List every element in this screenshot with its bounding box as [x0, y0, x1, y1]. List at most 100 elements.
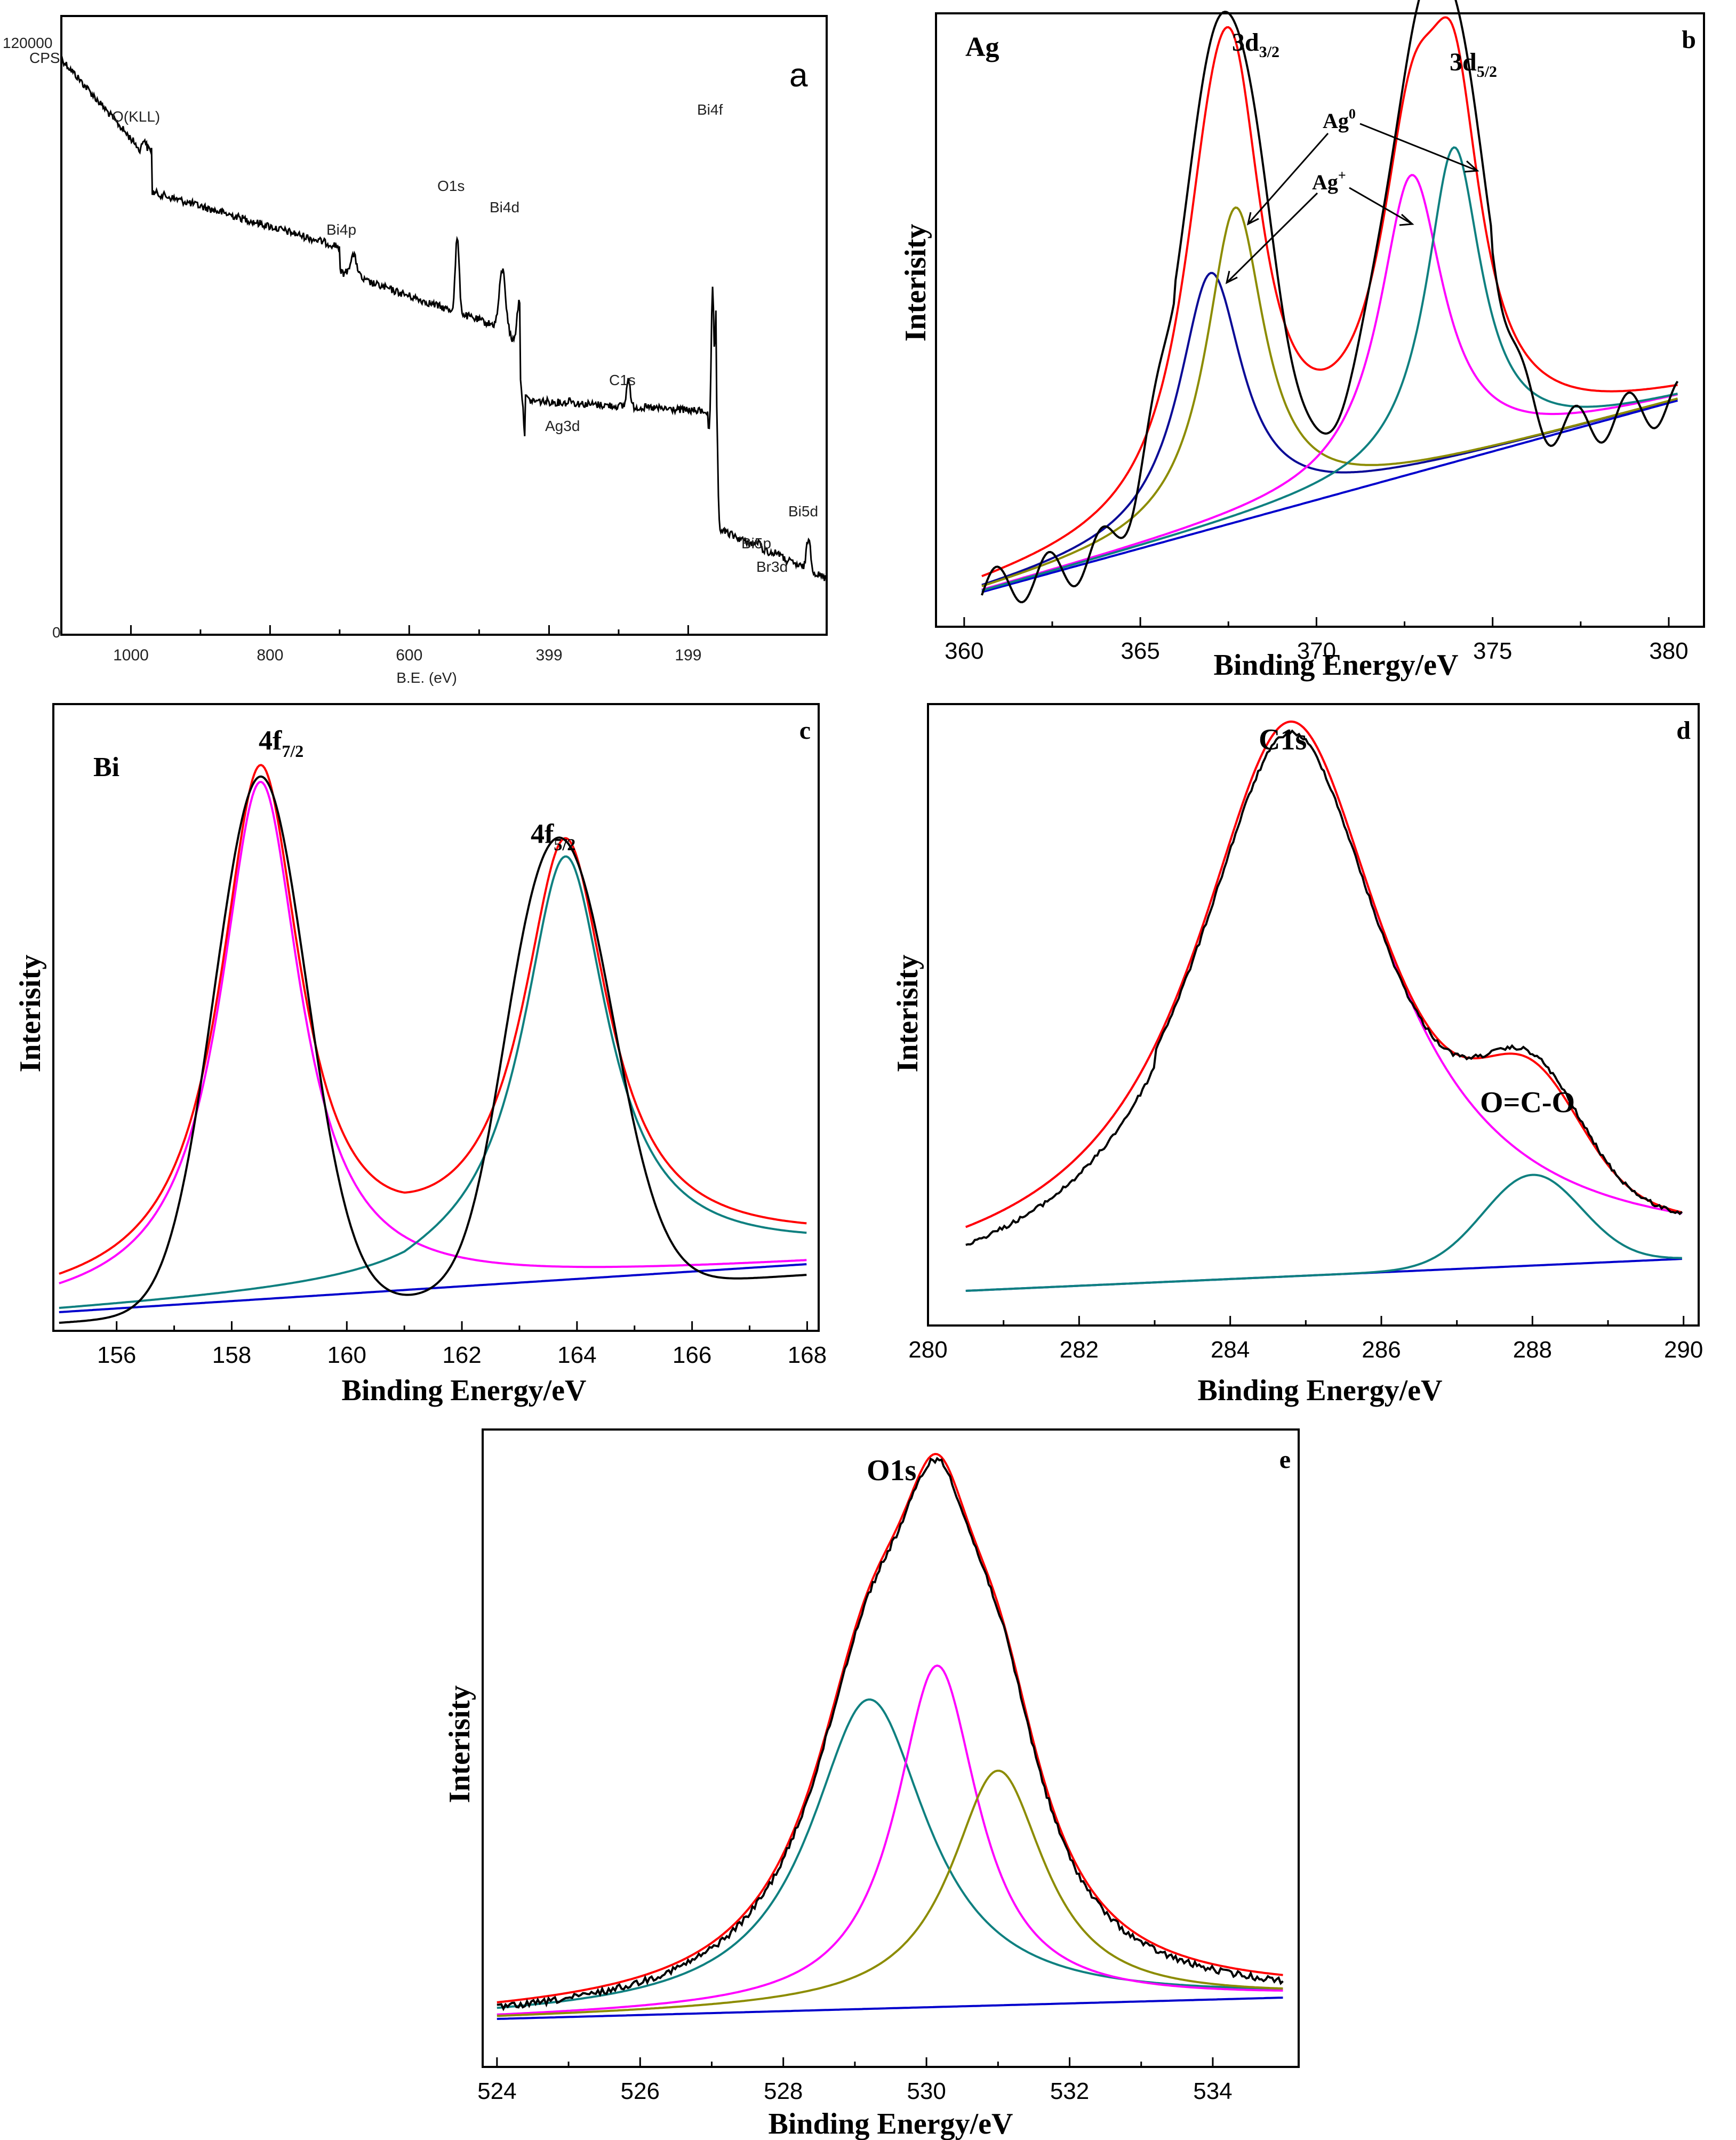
panel-b-x-tick-label: 365 [1121, 638, 1159, 664]
arrow-ag-plus-right [1349, 187, 1413, 225]
panel-d-frame [927, 703, 1700, 1327]
panel-d-x-tick-label: 288 [1513, 1337, 1552, 1363]
panel-e-background-line [497, 1997, 1283, 2020]
panel-a-y-unit-label: CPS [29, 50, 60, 66]
annotation-bi4f: Bi4f [697, 101, 723, 118]
panel-b-frame [935, 12, 1705, 628]
panel-e-x-tick-label: 532 [1050, 2078, 1089, 2104]
panel-e-x-tick-label: 526 [621, 2078, 660, 2104]
panel-d-x-tick-label: 290 [1664, 1337, 1703, 1363]
panel-d-x-tick-label: 280 [908, 1337, 947, 1363]
component-ag-plus-3d52 [981, 174, 1678, 591]
panel-d-envelope-fit [965, 720, 1683, 1228]
panel-b-y-axis-label: Interisity [899, 224, 932, 342]
state-label-ag0: Ag0 [1323, 106, 1356, 133]
panel-a-label: a [789, 57, 808, 94]
component-bi-4f72 [59, 780, 807, 1284]
panel-a-x-tick-label: 600 [396, 646, 422, 664]
peak-label-3d52: 3d5/2 [1450, 48, 1497, 81]
component-o1s-middle [497, 1664, 1283, 2016]
peak-label-3d32: 3d3/2 [1232, 28, 1279, 61]
panel-b-label: b [1682, 26, 1696, 54]
annotation-ag3d: Ag3d [545, 418, 580, 434]
peak-label-c1s: C1s [1259, 723, 1307, 756]
panel-e-frame [482, 1428, 1300, 2068]
panel-c-x-tick-label: 168 [788, 1342, 827, 1368]
panel-e-measured-spectrum [497, 1457, 1284, 2011]
panel-a-x-tick-label: 800 [257, 646, 283, 664]
arrow-ag0-right [1359, 123, 1478, 172]
panel-e-x-tick-label: 528 [764, 2078, 803, 2104]
peak-label-4f72: 4f7/2 [259, 725, 303, 761]
panel-d-y-axis-label: Interisity [891, 955, 924, 1073]
panel-c-measured-spectrum [59, 775, 807, 1324]
panel-d-measured-spectrum [965, 729, 1683, 1246]
annotation-bi4p: Bi4p [326, 221, 356, 238]
annotation-bi5d: Bi5d [788, 503, 818, 520]
panel-e-y-axis-label: Interisity [443, 1686, 476, 1803]
panel-e-x-tick-label: 534 [1193, 2078, 1232, 2104]
panel-e-x-tick-label: 524 [477, 2078, 516, 2104]
annotation-o1s: O1s [437, 178, 465, 194]
panel-a-y-top-label: 120000 [3, 35, 52, 51]
panel-b-x-tick-label: 360 [945, 638, 983, 664]
panel-d-label: d [1676, 716, 1691, 745]
panel-c-label: c [799, 716, 811, 745]
panel-d-x-tick-label: 284 [1211, 1337, 1250, 1363]
panel-d-x-tick-label: 286 [1362, 1337, 1401, 1363]
panel-c-envelope-fit [59, 764, 807, 1275]
panel-c-x-tick-label: 156 [97, 1342, 136, 1368]
panel-a-survey-spectrum: 1000 800 600 399 199 120000 CPS 0 B.E. (eV) … [3, 15, 828, 686]
annotation-bi4d: Bi4d [490, 199, 519, 215]
panel-c-x-tick-label: 166 [673, 1342, 711, 1368]
arrowhead-ag0-left [1246, 212, 1259, 226]
panel-e-x-tick-label: 530 [907, 2078, 946, 2104]
panel-e-label: e [1279, 1446, 1291, 1474]
panel-a-x-tick-label: 199 [675, 646, 701, 664]
component-o1s-lattice [497, 1698, 1283, 2009]
state-label-ag-plus: Ag+ [1312, 167, 1346, 194]
panel-c-y-axis-label: Interisity [14, 955, 47, 1073]
panel-b-measured-spectrum [981, 0, 1679, 604]
panel-b-x-tick-label: 380 [1649, 638, 1688, 664]
panel-a-y-bottom-label: 0 [52, 624, 61, 641]
panel-d-x-tick-label: 282 [1060, 1337, 1099, 1363]
panel-c-x-tick-label: 160 [327, 1342, 366, 1368]
panel-b-element-label: Ag [965, 32, 999, 62]
panel-c-background-line [59, 1263, 807, 1313]
peak-label-4f52: 4f5/2 [531, 819, 575, 854]
panel-b-ag-spectrum: 360 365 370 375 380 Ag b 3d3/2 3d5/2 Ag0 Ag+… [899, 0, 1705, 682]
panel-e-x-axis-label: Binding Energy/eV [769, 2107, 1013, 2140]
panel-e-envelope-fit [497, 1452, 1283, 2003]
component-ag0-3d32 [981, 206, 1678, 587]
panel-a-survey-curve [60, 55, 827, 581]
panel-c-x-axis-label: Binding Energy/eV [342, 1374, 587, 1407]
panel-c-bi-spectrum: 156 158 160 162 164 166 168 Bi c 4f7/2 4f5/2 B… [14, 703, 827, 1407]
panel-a-x-axis-label: B.E. (eV) [396, 669, 457, 686]
peak-label-o1s: O1s [867, 1454, 916, 1487]
component-bi-4f52 [59, 855, 807, 1309]
panel-b-x-tick-label: 370 [1297, 638, 1336, 664]
panel-c-element-label: Bi [93, 752, 119, 782]
annotation-c1s: C1s [609, 372, 636, 388]
panel-b-x-tick-label: 375 [1473, 638, 1512, 664]
annotation-bi5p: Bi5p [741, 535, 771, 552]
panel-d-x-axis-label: Binding Energy/eV [1198, 1374, 1443, 1407]
annotation-o-kll: O(KLL) [112, 108, 160, 125]
panel-c-x-tick-label: 158 [212, 1342, 251, 1368]
panel-b-arrows [1225, 123, 1479, 284]
component-o-c-o [965, 1173, 1682, 1292]
arrowhead-ag-plus-left [1225, 270, 1238, 284]
arrowhead-ag-plus-right [1399, 213, 1414, 226]
panel-a-frame [60, 15, 828, 636]
component-c1s-main [965, 720, 1683, 1228]
panel-c-x-tick-label: 164 [557, 1342, 596, 1368]
panel-c-x-tick-label: 162 [442, 1342, 481, 1368]
component-ag0-3d52 [981, 146, 1678, 592]
component-o1s-high [497, 1769, 1283, 2017]
panel-a-x-tick-label: 1000 [113, 646, 149, 664]
arrow-ag0-left [1247, 133, 1329, 225]
arrowhead-ag0-right [1464, 160, 1479, 173]
panel-e-o1s-spectrum: 524 526 528 530 532 534 e O1s Binding Energy/… [443, 1428, 1300, 2140]
